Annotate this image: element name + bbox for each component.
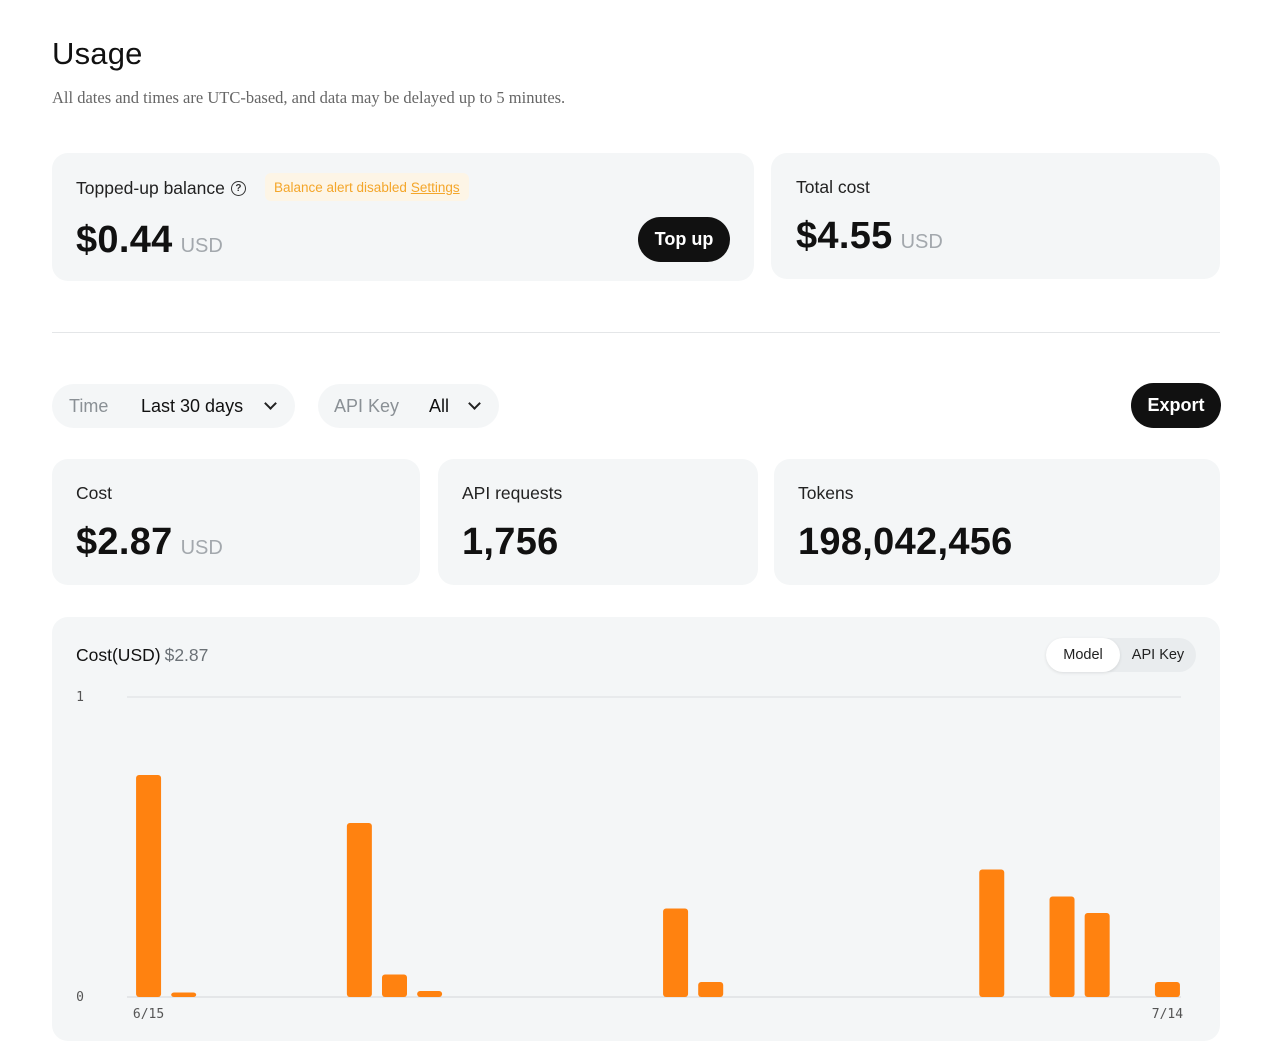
chart-title-label: Cost(USD)	[76, 645, 161, 665]
tokens-label: Tokens	[798, 483, 854, 503]
cost-label: Cost	[76, 483, 112, 503]
settings-link[interactable]: Settings	[410, 179, 460, 195]
cost-bar-chart: 0 1 6/15 7/14	[76, 690, 1183, 1022]
cost-value: $2.87 USD	[76, 521, 223, 564]
time-filter-label: Time	[69, 395, 109, 416]
export-button[interactable]: Export	[1131, 383, 1221, 428]
cost-bar[interactable]	[171, 992, 197, 998]
divider	[52, 332, 1220, 333]
time-filter-value: Last 30 days	[141, 395, 244, 416]
api-key-filter-label: API Key	[334, 395, 400, 416]
cost-bar[interactable]	[346, 823, 372, 997]
cost-stat-card: Cost $2.87 USD	[52, 459, 420, 585]
chevron-down-icon	[468, 397, 481, 410]
tokens-value: 198,042,456	[798, 521, 1013, 563]
question-circle-icon[interactable]: ?	[230, 181, 246, 196]
balance-alert-text: Balance alert disabled	[274, 179, 407, 195]
api-requests-label: API requests	[462, 483, 563, 503]
cost-bar[interactable]	[698, 982, 724, 997]
page-title: Usage	[52, 36, 143, 71]
cost-bar[interactable]	[136, 775, 162, 997]
chart-title: Cost(USD) $2.87	[76, 645, 208, 666]
total-cost-card: Total cost $4.55 USD	[771, 153, 1220, 279]
balance-unit: USD	[180, 235, 223, 257]
cost-bar[interactable]	[382, 974, 407, 998]
cost-bar[interactable]	[979, 869, 1005, 998]
chart-title-amount: $2.87	[164, 645, 209, 665]
api-requests-value: 1,756	[462, 521, 559, 563]
balance-label: Topped-up balance	[76, 178, 225, 198]
x-tick-label: 6/15	[133, 1007, 164, 1022]
api-key-filter-value: All	[429, 395, 450, 416]
cost-bar[interactable]	[417, 991, 443, 997]
cost-unit: USD	[180, 537, 223, 559]
time-filter-dropdown[interactable]: Time Last 30 days	[52, 384, 295, 428]
cost-bar[interactable]	[1049, 896, 1075, 998]
balance-amount: $0.44	[76, 219, 173, 261]
balance-alert-badge: Balance alert disabled Settings	[265, 173, 469, 201]
total-cost-unit: USD	[900, 231, 943, 253]
y-tick-label: 1	[76, 690, 84, 705]
x-tick-label: 7/14	[1152, 1007, 1183, 1022]
cost-chart-card: Cost(USD) $2.87 Model API Key 0 1 6/15 7/14	[52, 617, 1220, 1041]
chevron-down-icon	[264, 397, 277, 410]
cost-amount: $2.87	[76, 521, 173, 563]
page-subtitle: All dates and times are UTC-based, and d…	[52, 88, 566, 107]
toggle-model[interactable]: Model	[1046, 638, 1120, 672]
group-by-toggle: Model API Key	[1046, 638, 1196, 672]
cost-bar[interactable]	[1154, 982, 1180, 997]
total-cost-amount: $4.55	[796, 215, 893, 257]
api-key-filter-dropdown[interactable]: API Key All	[318, 384, 499, 428]
total-cost-label: Total cost	[796, 177, 870, 197]
toggle-api-key[interactable]: API Key	[1131, 647, 1185, 663]
balance-value: $0.44 USD	[76, 219, 223, 262]
y-tick-label: 0	[76, 990, 84, 1005]
top-up-button[interactable]: Top up	[638, 217, 730, 262]
tokens-stat-card: Tokens 198,042,456	[774, 459, 1220, 585]
api-requests-stat-card: API requests 1,756	[438, 459, 758, 585]
cost-bar[interactable]	[1084, 913, 1110, 997]
cost-bar[interactable]	[663, 908, 689, 998]
total-cost-value: $4.55 USD	[796, 215, 943, 258]
